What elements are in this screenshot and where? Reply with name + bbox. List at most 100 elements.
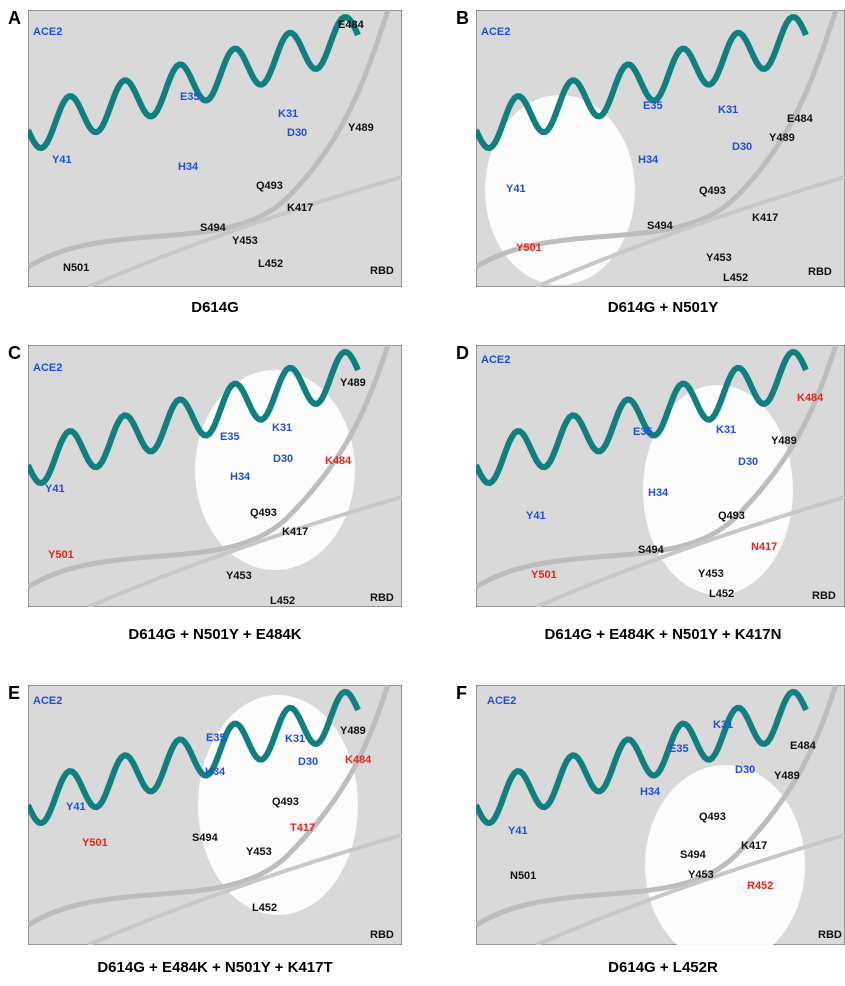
residue-label: H34 xyxy=(178,161,199,173)
residue-label: K417 xyxy=(741,840,767,852)
residue-label: ACE2 xyxy=(481,354,510,366)
residue-label: Y41 xyxy=(526,510,546,522)
residue-label: D30 xyxy=(732,141,752,153)
panel-letter: E xyxy=(8,683,20,703)
residue-label: Y489 xyxy=(774,770,800,782)
residue-label: K484 xyxy=(345,754,372,766)
residue-label: Q493 xyxy=(718,510,745,522)
residue-label: Y453 xyxy=(698,568,724,580)
residue-label: E35 xyxy=(220,431,240,443)
residue-label: E35 xyxy=(180,91,200,103)
residue-label: N501 xyxy=(63,262,89,274)
residue-label: Y501 xyxy=(516,242,542,254)
residue-label: D30 xyxy=(738,456,758,468)
figure: A ACE2 E35 K31 E484 Y489 D30 H34 Y41 Q493 S494 K417… xyxy=(0,0,845,986)
panel-letter: A xyxy=(8,8,21,28)
residue-label: Y41 xyxy=(52,154,72,166)
residue-label: K31 xyxy=(718,104,738,116)
residue-label: T417 xyxy=(290,822,315,834)
residue-label: Q493 xyxy=(256,180,283,192)
residue-label: N417 xyxy=(751,541,777,553)
residue-label: R452 xyxy=(747,880,773,892)
residue-label: S494 xyxy=(200,222,227,234)
residue-label: L452 xyxy=(709,588,734,600)
residue-label: RBD xyxy=(370,929,394,941)
residue-label: K417 xyxy=(752,212,778,224)
residue-label: K31 xyxy=(278,108,298,120)
residue-label: Q493 xyxy=(699,185,726,197)
residue-label: E484 xyxy=(338,19,365,31)
residue-label: K31 xyxy=(713,719,733,731)
residue-label: K31 xyxy=(272,422,292,434)
residue-label: RBD xyxy=(818,929,842,941)
residue-label: E484 xyxy=(787,113,814,125)
residue-label: H34 xyxy=(205,766,226,778)
residue-label: Y489 xyxy=(340,725,366,737)
residue-label: Y489 xyxy=(771,435,797,447)
residue-label: Y453 xyxy=(706,252,732,264)
residue-label: D30 xyxy=(273,453,293,465)
residue-label: Y453 xyxy=(232,235,258,247)
residue-label: E35 xyxy=(669,743,689,755)
panel-caption: D614G + N501Y xyxy=(608,299,719,316)
residue-label: Q493 xyxy=(699,811,726,823)
residue-label: ACE2 xyxy=(33,26,62,38)
residue-label: ACE2 xyxy=(481,26,510,38)
residue-label: ACE2 xyxy=(487,695,516,707)
residue-label: L452 xyxy=(723,272,748,284)
residue-label: Y501 xyxy=(82,837,108,849)
residue-label: L452 xyxy=(258,258,283,270)
panel-letter: B xyxy=(456,8,469,28)
residue-label: Y489 xyxy=(348,122,374,134)
residue-label: S494 xyxy=(680,849,707,861)
residue-label: Y41 xyxy=(45,483,65,495)
residue-label: Y41 xyxy=(508,825,528,837)
structure-view xyxy=(476,685,845,965)
residue-label: Y453 xyxy=(226,570,252,582)
residue-label: E484 xyxy=(790,740,817,752)
residue-label: Y489 xyxy=(769,132,795,144)
residue-label: H34 xyxy=(638,154,659,166)
residue-label: S494 xyxy=(647,220,674,232)
panel-caption: D614G + E484K + N501Y + K417T xyxy=(97,959,332,976)
residue-label: Y41 xyxy=(66,801,86,813)
residue-label: RBD xyxy=(812,590,836,602)
residue-label: H34 xyxy=(648,487,669,499)
residue-label: K484 xyxy=(325,455,352,467)
residue-label: K484 xyxy=(797,392,824,404)
residue-label: K417 xyxy=(282,526,308,538)
residue-label: L452 xyxy=(270,595,295,607)
page: {"panels": [ {"letter": "A", "caption": … xyxy=(0,0,845,986)
residue-label: H34 xyxy=(640,786,661,798)
panel-caption: D614G + L452R xyxy=(608,959,718,976)
residue-label: K31 xyxy=(716,424,736,436)
residue-label: RBD xyxy=(370,592,394,604)
panel-caption: D614G + N501Y + E484K xyxy=(128,626,301,643)
panel-letter: C xyxy=(8,343,21,363)
residue-label: Y41 xyxy=(506,183,526,195)
residue-label: Y501 xyxy=(48,549,74,561)
residue-label: L452 xyxy=(252,902,277,914)
residue-label: ACE2 xyxy=(33,695,62,707)
panel-caption: D614G + E484K + N501Y + K417N xyxy=(545,626,782,643)
residue-label: D30 xyxy=(287,127,307,139)
residue-label: Y453 xyxy=(246,846,272,858)
residue-label: N501 xyxy=(510,870,536,882)
residue-label: Y501 xyxy=(531,569,557,581)
residue-label: Q493 xyxy=(250,507,277,519)
residue-label: E35 xyxy=(633,426,653,438)
residue-label: Y489 xyxy=(340,377,366,389)
panel-caption: D614G xyxy=(191,299,239,316)
structure-view xyxy=(28,10,402,287)
panel-letter: D xyxy=(456,343,469,363)
residue-label: Q493 xyxy=(272,796,299,808)
residue-label: Y453 xyxy=(688,869,714,881)
residue-label: RBD xyxy=(808,266,832,278)
panel-letter: F xyxy=(456,683,467,703)
residue-label: E35 xyxy=(206,732,226,744)
residue-label: K31 xyxy=(285,733,305,745)
residue-label: ACE2 xyxy=(33,362,62,374)
residue-label: K417 xyxy=(287,202,313,214)
residue-label: RBD xyxy=(370,265,394,277)
structure-view xyxy=(476,345,845,607)
